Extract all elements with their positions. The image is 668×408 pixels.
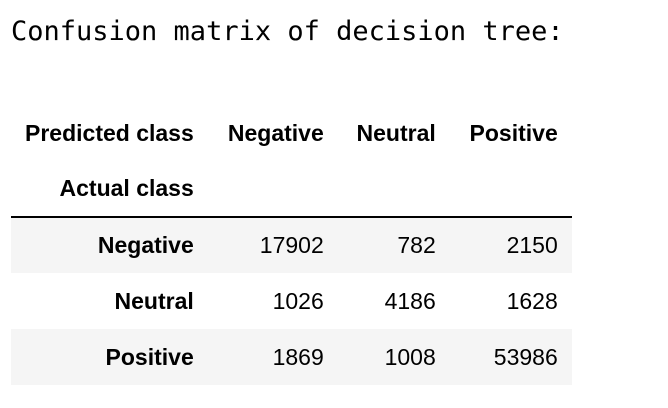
table-cell: 782 xyxy=(397,232,436,258)
row-label: Positive xyxy=(105,343,194,370)
table-cell: 1008 xyxy=(384,343,436,370)
table-cell: 1869 xyxy=(272,343,324,370)
column-header-negative: Negative xyxy=(227,120,324,146)
table-cell: 17902 xyxy=(259,232,324,258)
table-cell: 1628 xyxy=(506,287,558,314)
table-row: Negative 17902 782 2150 xyxy=(11,217,572,273)
table-cell: 4186 xyxy=(384,287,436,314)
index-name-row: Actual class xyxy=(11,161,572,217)
cell-output-text: Confusion matrix of decision tree: xyxy=(11,16,564,47)
column-header-positive: Positive xyxy=(469,120,558,146)
table-row: Neutral 1026 4186 1628 xyxy=(11,273,572,329)
table-row: Positive 1869 1008 53986 xyxy=(11,329,572,385)
table-cell: 2150 xyxy=(506,232,558,258)
column-header-neutral: Neutral xyxy=(356,120,436,146)
row-label: Neutral xyxy=(114,287,194,314)
column-header-row: Predicted class Negative Neutral Positiv… xyxy=(11,106,572,161)
table-cell: 1026 xyxy=(272,287,324,314)
columns-name-label: Predicted class xyxy=(25,120,194,146)
confusion-matrix-table: Predicted class Negative Neutral Positiv… xyxy=(11,106,572,385)
row-label: Negative xyxy=(97,232,194,258)
index-name-label: Actual class xyxy=(59,175,194,201)
table-cell: 53986 xyxy=(493,343,558,370)
